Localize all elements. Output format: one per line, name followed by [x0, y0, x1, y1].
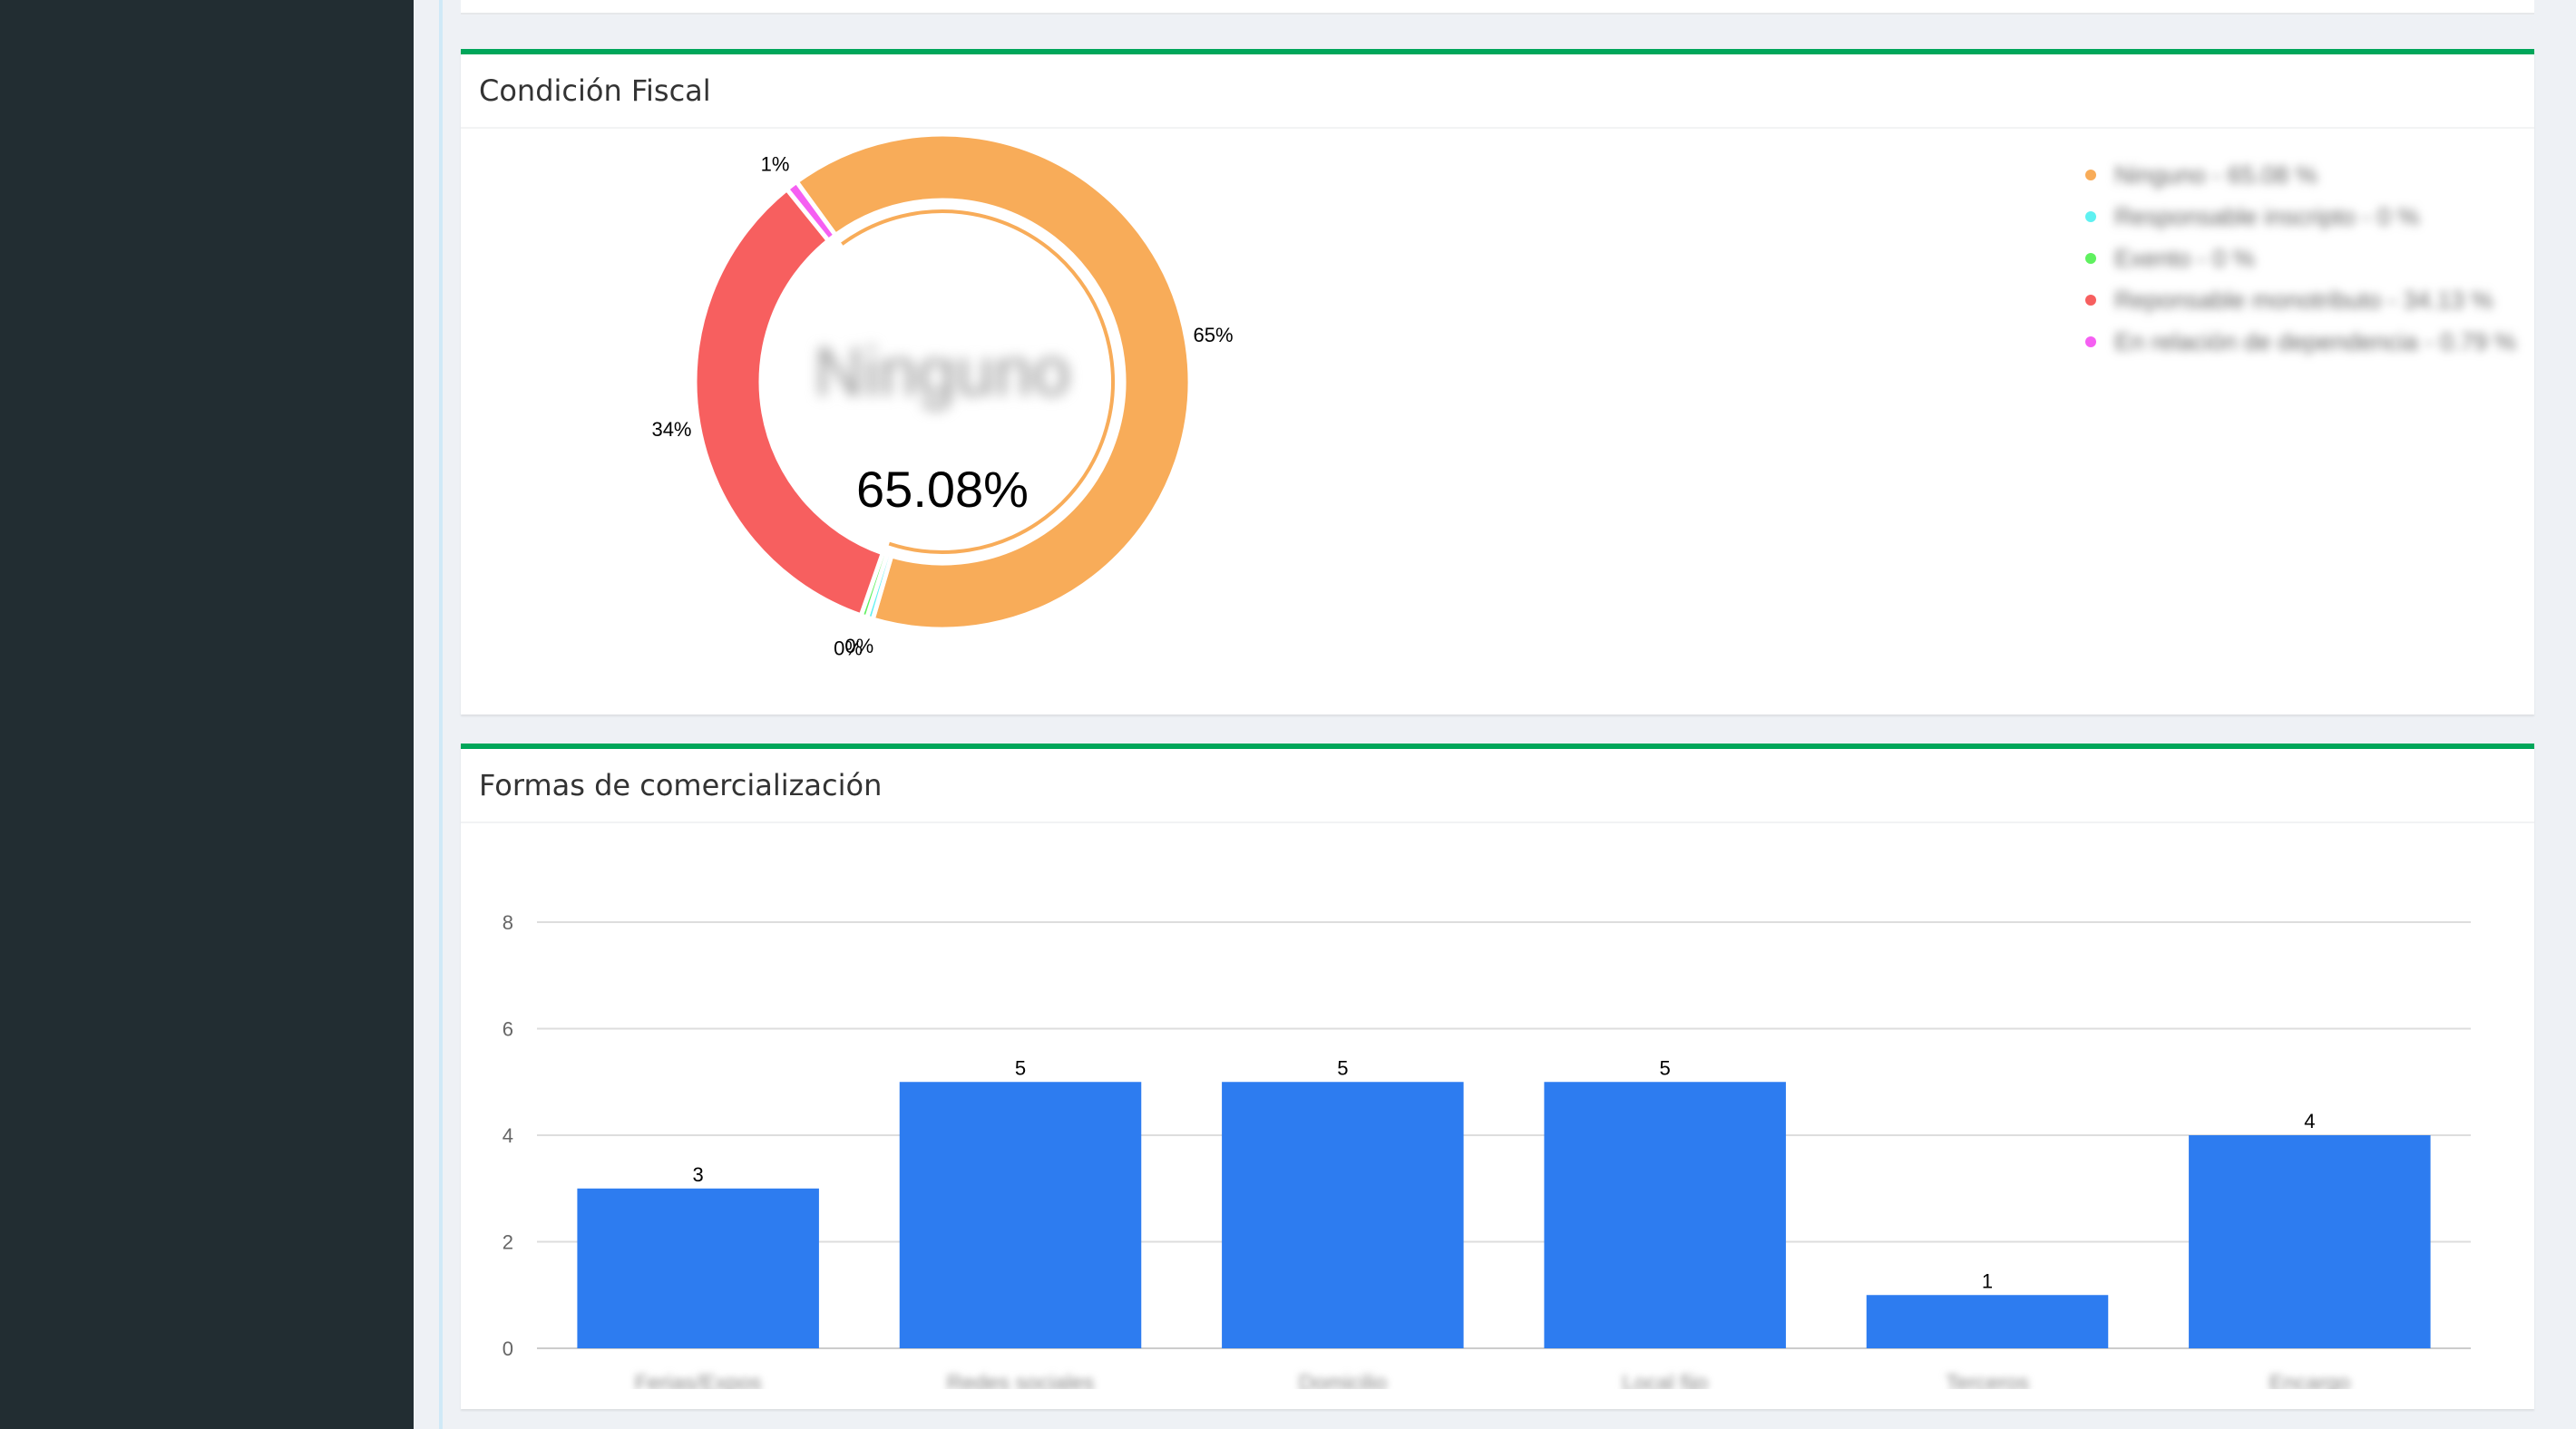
bar-value-label: 3	[693, 1163, 704, 1186]
x-tick-label: Encargo	[2269, 1371, 2350, 1389]
legend-item[interactable]: En relación de dependencia - 0.79 %	[2085, 321, 2516, 363]
content-border	[439, 0, 443, 1429]
sidebar	[0, 0, 414, 1429]
donut-slice	[692, 186, 886, 619]
donut-data-label: 65%	[1193, 324, 1233, 346]
card-title: Formas de comercialización	[479, 768, 883, 802]
bar-value-label: 5	[1660, 1056, 1671, 1079]
bar	[899, 1082, 1142, 1348]
card-header: Condición Fiscal	[461, 54, 2534, 129]
bar-value-label: 5	[1337, 1056, 1348, 1079]
donut-data-label: 1%	[761, 153, 790, 176]
bar-value-label: 1	[1982, 1269, 1993, 1292]
x-tick-label: Terceros	[1946, 1371, 2029, 1389]
y-tick-label: 4	[503, 1124, 513, 1147]
legend-dot	[2085, 170, 2097, 180]
donut-slice	[793, 132, 1193, 632]
legend-dot	[2085, 295, 2097, 306]
y-tick-label: 0	[503, 1337, 513, 1360]
donut-data-label: 0%	[844, 635, 873, 657]
bar-chart: 0 2 4 6 8 3 Ferias/Expos 5 Redes sociales 5 Domici…	[503, 911, 2471, 1389]
x-tick-label: Domicilio	[1299, 1371, 1387, 1389]
card-title: Condición Fiscal	[479, 73, 711, 108]
legend-item[interactable]: Reponsable monotributo - 34.13 %	[2085, 279, 2516, 321]
legend-label: Reponsable monotributo - 34.13 %	[2114, 286, 2493, 314]
legend-item[interactable]: Responsable inscripto - 0 %	[2085, 196, 2516, 238]
donut-data-labels: 65% 0%0% 34% 1%	[651, 153, 1233, 660]
legend-label: En relación de dependencia - 0.79 %	[2114, 327, 2516, 355]
legend-dot	[2085, 253, 2097, 264]
legend-item[interactable]: Exento - 0 %	[2085, 238, 2516, 279]
previous-card-bottom	[461, 0, 2534, 15]
card-header: Formas de comercialización	[461, 749, 2534, 823]
bar	[2189, 1135, 2431, 1348]
donut-center-label: Ninguno	[814, 334, 1070, 411]
y-tick-label: 2	[503, 1231, 513, 1254]
bar	[1866, 1295, 2109, 1348]
condicion-fiscal-card: Condición Fiscal 65% 0% 0% 34% 1% Ninguno 65…	[461, 49, 2534, 714]
bar	[1222, 1082, 1464, 1348]
bar	[577, 1188, 819, 1348]
legend-dot	[2085, 336, 2097, 347]
legend-dot	[2085, 211, 2097, 222]
x-tick-label: Local fijo	[1622, 1371, 1708, 1389]
legend-label: Responsable inscripto - 0 %	[2114, 202, 2420, 230]
donut-data-label: 0%	[834, 637, 863, 659]
legend-item[interactable]: Ninguno - 65.08 %	[2085, 154, 2516, 196]
donut-slice	[783, 178, 839, 244]
x-tick-label: Redes sociales	[947, 1371, 1095, 1389]
bar-value-label: 5	[1015, 1056, 1026, 1079]
formas-comercializacion-card: Formas de comercialización 0 2 4 6 8 3 Ferias/…	[461, 744, 2534, 1409]
y-tick-label: 8	[503, 911, 513, 934]
y-tick-label: 6	[503, 1018, 513, 1041]
legend-label: Exento - 0 %	[2114, 244, 2255, 272]
donut-legend: Ninguno - 65.08 % Responsable inscripto …	[2085, 154, 2516, 363]
donut-hover-ring	[841, 209, 1115, 554]
donut-data-label: 34%	[651, 418, 691, 441]
bar	[1544, 1082, 1786, 1348]
x-tick-label: Ferias/Expos	[635, 1371, 762, 1389]
donut-chart: 65% 0%0% 34% 1% Ninguno 65.08%	[651, 132, 1234, 660]
donut-center-value: 65.08%	[856, 461, 1029, 518]
donut-slices	[692, 132, 1193, 632]
bar-value-label: 4	[2304, 1110, 2315, 1133]
legend-label: Ninguno - 65.08 %	[2114, 160, 2317, 189]
